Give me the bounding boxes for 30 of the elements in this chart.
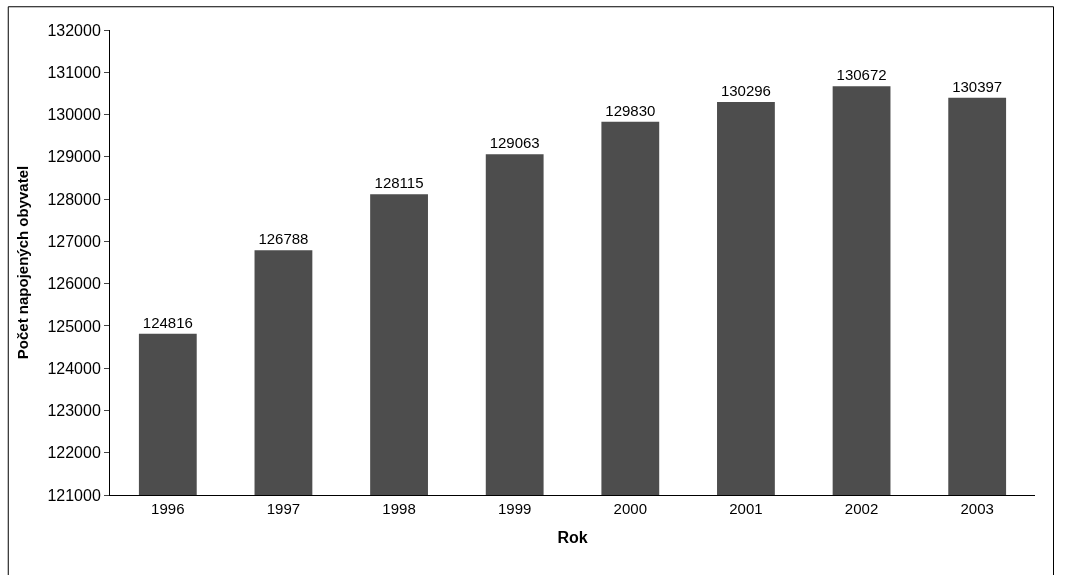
data-label: 129830 [605,101,656,119]
x-tick-label: 1996 [151,500,185,517]
x-tick-label: 1997 [266,500,301,517]
x-tick-label: 2002 [844,500,879,517]
data-label: 130397 [952,77,1003,95]
y-tick-label: 125000 [47,317,101,335]
y-tick-label: 131000 [47,63,101,81]
x-tick-label: 2000 [613,500,647,517]
x-tick-label: 2003 [960,500,994,517]
data-label: 129063 [489,134,540,152]
y-axis-title: Počet napojených obyvatel [13,165,31,360]
data-label: 124816 [142,313,193,331]
y-tick-label: 129000 [47,148,101,166]
data-label: 130672 [836,66,887,84]
y-tick-label: 126000 [47,275,101,293]
y-tick-label: 123000 [47,402,101,420]
y-tick-label: 130000 [47,106,101,124]
x-tick-label: 1998 [382,500,416,517]
y-tick-label: 121000 [47,486,101,504]
data-label: 130296 [720,82,771,100]
y-tick-label: 128000 [47,190,101,208]
x-axis-title: Rok [557,528,588,546]
data-label: 128115 [374,174,424,192]
x-tick-label: 2001 [729,500,763,517]
data-label: 126788 [258,230,309,248]
y-tick-label: 124000 [47,359,101,377]
y-tick-label: 127000 [47,232,101,250]
y-tick-label: 122000 [47,444,101,462]
x-tick-label: 1999 [498,500,532,517]
y-tick-label: 132000 [47,21,101,39]
